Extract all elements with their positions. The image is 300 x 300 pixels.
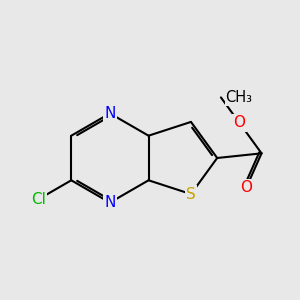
Text: N: N (104, 106, 116, 121)
Text: O: O (233, 115, 245, 130)
Text: Cl: Cl (31, 192, 46, 207)
Text: S: S (186, 187, 196, 202)
Text: N: N (104, 195, 116, 210)
Text: CH₃: CH₃ (225, 90, 252, 105)
Text: O: O (240, 181, 252, 196)
